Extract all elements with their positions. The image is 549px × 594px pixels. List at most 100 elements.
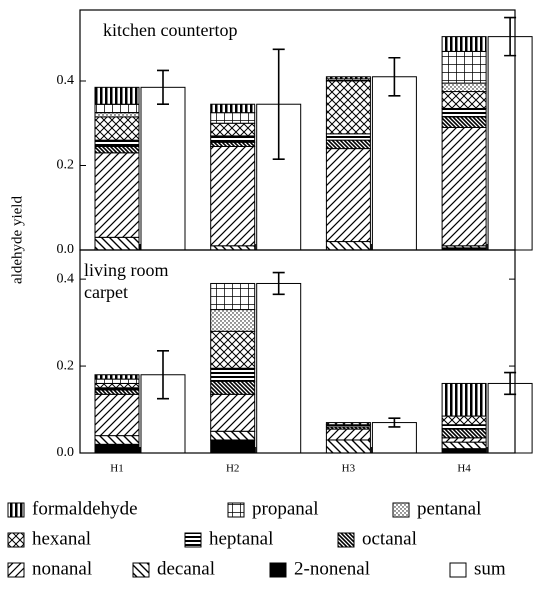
legend-label: sum [474, 558, 506, 579]
bar-segment [94, 435, 140, 445]
x-tick-label: H2 [226, 463, 239, 475]
sum-bar [371, 76, 417, 251]
bar-segment [441, 441, 487, 450]
legend-swatch [269, 562, 287, 578]
legend-swatch [132, 562, 150, 578]
bar-segment [210, 145, 256, 247]
bar-segment [325, 422, 371, 426]
bar-segment [441, 126, 487, 247]
error-bar [157, 350, 169, 400]
legend-label: hexanal [32, 528, 91, 549]
bar-segment [441, 107, 487, 118]
bar-segment [441, 36, 487, 52]
legend-label: formaldehyde [32, 498, 138, 519]
legend-label: decanal [157, 558, 215, 579]
bar-segment [94, 152, 140, 238]
legend-swatch [337, 532, 355, 548]
bar-segment [210, 439, 256, 454]
bar-segment [441, 437, 487, 443]
bar-segment [441, 50, 487, 84]
error-bar [272, 271, 285, 296]
x-tick-label: H4 [457, 463, 471, 475]
bar-segment [325, 148, 371, 243]
bar-segment [210, 103, 256, 114]
panel-label: carpet [84, 282, 128, 302]
bar-segment [210, 282, 256, 311]
y-tick-label: 0.2 [57, 158, 75, 173]
panel-label: living room [84, 260, 169, 280]
bar-segment [441, 382, 487, 417]
legend-swatch [392, 502, 410, 518]
plot-frame [79, 249, 516, 454]
bar-segment [94, 112, 140, 118]
bar-segment [325, 80, 371, 135]
bar-segment [94, 382, 140, 389]
bar-segment [325, 428, 371, 441]
legend-swatch [7, 502, 25, 518]
bar-segment [325, 241, 371, 251]
legend-label: 2-nonenal [294, 558, 370, 579]
bar-segment [441, 424, 487, 430]
bar-segment [210, 367, 256, 382]
bar-segment [94, 86, 140, 105]
bar-segment [94, 393, 140, 437]
bar-segment [441, 428, 487, 439]
legend-swatch [227, 502, 245, 518]
legend-label: pentanal [417, 498, 481, 519]
bar-segment [441, 91, 487, 109]
legend-swatch [7, 562, 25, 578]
error-bar [157, 69, 169, 106]
error-bar [388, 417, 401, 428]
x-tick-label: H3 [342, 463, 356, 475]
bar-segment [94, 236, 140, 251]
y-tick-label: 0.0 [57, 445, 75, 460]
legend-swatch [7, 532, 25, 548]
bar-segment [325, 439, 371, 454]
bar-segment [210, 430, 256, 441]
bar-segment [210, 309, 256, 332]
bar-segment [94, 378, 140, 384]
error-bar [272, 48, 285, 160]
bar-segment [441, 82, 487, 93]
bar-segment [94, 139, 140, 147]
bar-segment [94, 116, 140, 141]
bar-segment [325, 133, 371, 141]
bar-segment [94, 145, 140, 154]
legend-label: heptanal [209, 528, 273, 549]
bar-segment [441, 415, 487, 426]
bar-segment [210, 330, 256, 369]
legend-label: nonanal [32, 558, 92, 579]
bar-segment [94, 103, 140, 114]
bar-segment [325, 76, 371, 80]
x-tick-label: H1 [110, 463, 123, 475]
legend-label: propanal [252, 498, 318, 519]
sum-bar [487, 36, 533, 251]
legend-label: octanal [362, 528, 417, 549]
bar-segment [210, 112, 256, 124]
error-bar [388, 56, 401, 97]
legend-swatch [184, 532, 202, 548]
y-tick-label: 0.4 [57, 271, 75, 286]
bar-segment [441, 448, 487, 454]
y-tick-label: 0.2 [57, 358, 75, 373]
y-axis-label: aldehyde yield [9, 196, 25, 284]
bar-segment [325, 139, 371, 150]
legend-swatch [449, 562, 467, 578]
sum-bar [256, 282, 302, 454]
error-bar [504, 371, 517, 396]
bar-segment [94, 389, 140, 395]
bar-segment [441, 116, 487, 128]
bar-segment [210, 141, 256, 147]
panel-label: kitchen countertop [103, 20, 237, 40]
bar-segment [210, 135, 256, 143]
error-bar [504, 16, 517, 57]
bar-segment [94, 374, 140, 380]
bar-segment [210, 393, 256, 432]
y-tick-label: 0.4 [57, 73, 75, 88]
y-tick-label: 0.0 [57, 242, 75, 257]
bar-segment [210, 380, 256, 395]
sum-bar [140, 86, 186, 251]
bar-segment [94, 443, 140, 454]
